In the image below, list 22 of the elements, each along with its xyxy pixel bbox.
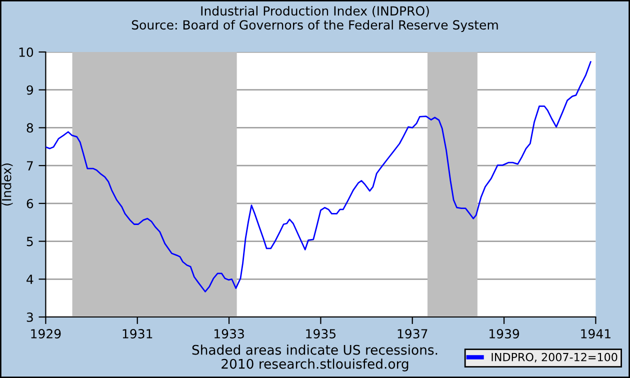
text: Shaded areas indicate US recessions. (192, 344, 438, 355)
x-tick-label: 1931 (122, 329, 152, 338)
y-tick-label: 10 (19, 47, 34, 57)
chart-title: Industrial Production Index (INDPRO) (201, 6, 429, 18)
text: 2010 research.stlouisfed.org (222, 358, 408, 372)
y-tick-label: 9 (26, 85, 34, 95)
x-tick-label: 1933 (214, 329, 244, 338)
y-tick-label: 8 (26, 123, 34, 133)
x-tick-label: 1939 (490, 329, 520, 338)
y-tick-label: 4 (26, 274, 34, 284)
legend-label: INDPRO, 2007-12=100 (492, 352, 618, 362)
line-series (46, 61, 592, 292)
y-tick-label: 3 (26, 312, 33, 322)
x-tick-label: 1941 (581, 329, 610, 338)
x-tick-label: 1929 (31, 329, 61, 338)
y-tick-label: 6 (26, 198, 34, 208)
y-tick-label: 7 (26, 161, 33, 170)
chart-subtitle: Source: Board of Governors of the Federal Reserve System (132, 20, 498, 32)
y-axis-title: (Index) (2, 163, 13, 206)
x-tick-label: 1937 (398, 329, 428, 338)
x-tick-label: 1935 (306, 329, 336, 338)
y-tick-label: 5 (26, 236, 33, 246)
